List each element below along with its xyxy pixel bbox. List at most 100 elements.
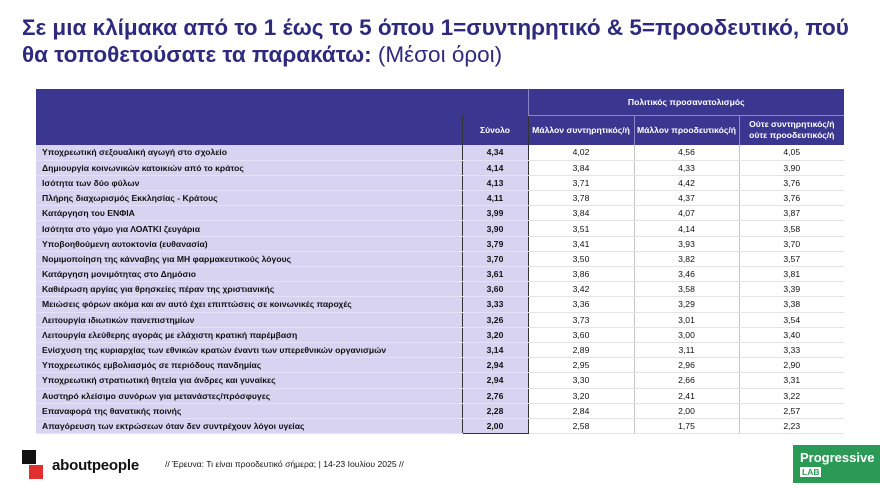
cell-progressive: 3,00 [633, 327, 739, 343]
header-blank-total [462, 89, 528, 115]
cell-neither: 3,22 [738, 388, 845, 404]
column-header-conservative: Μάλλον συντηρητικός/ή [527, 115, 634, 145]
cell-neither: 3,39 [738, 281, 845, 298]
cell-conservative: 3,20 [527, 388, 634, 404]
row-label: Κατάργηση του ΕΝΦΙΑ [36, 205, 462, 222]
cell-progressive: 4,07 [633, 205, 739, 222]
results-table: Πολιτικός προσανατολισμός Σύνολο Μάλλον … [36, 89, 845, 435]
progressive-lab-logo: Progressive LAB [793, 445, 880, 483]
cell-progressive: 4,14 [633, 220, 739, 237]
aboutpeople-logo-text: aboutpeople [52, 457, 139, 474]
cell-conservative: 3,36 [527, 296, 634, 313]
cell-progressive: 3,58 [633, 281, 739, 298]
cell-total: 4,34 [461, 145, 529, 161]
row-label: Επαναφορά της θανατικής ποινής [36, 403, 462, 419]
cell-neither: 2,23 [738, 418, 845, 435]
cell-neither: 3,31 [738, 372, 845, 389]
row-label: Αυστηρό κλείσιμο συνόρων για μετανάστες/… [36, 388, 462, 404]
table-row: Νομιμοποίηση της κάνναβης για ΜΗ φαρμακε… [36, 251, 845, 268]
row-label: Ισότητα των δύο φύλων [36, 175, 462, 192]
results-table-container: Πολιτικός προσανατολισμός Σύνολο Μάλλον … [36, 89, 845, 435]
cell-neither: 3,87 [738, 205, 845, 222]
row-label: Καθιέρωση αργίας για θρησκείες πέραν της… [36, 281, 462, 298]
cell-progressive: 1,75 [633, 418, 739, 435]
row-label: Υποχρεωτικός εμβολιασμός σε περιόδους πα… [36, 357, 462, 374]
row-label: Υποβοηθούμενη αυτοκτονία (ευθανασία) [36, 236, 462, 252]
cell-conservative: 3,60 [527, 327, 634, 343]
table-column-header-row: Σύνολο Μάλλον συντηρητικός/ή Μάλλον προο… [36, 115, 845, 145]
cell-neither: 3,57 [738, 251, 845, 268]
table-row: Καθιέρωση αργίας για θρησκείες πέραν της… [36, 281, 845, 298]
table-row: Υποβοηθούμενη αυτοκτονία (ευθανασία) 3,79… [36, 236, 845, 252]
cell-total: 3,20 [461, 327, 529, 343]
table-row: Ισότητα των δύο φύλων 4,13 3,71 4,42 3,76 [36, 175, 845, 192]
cell-neither: 4,05 [738, 145, 845, 161]
table-row: Επαναφορά της θανατικής ποινής 2,28 2,84 2,… [36, 403, 845, 419]
header-label-blank [36, 115, 462, 145]
cell-progressive: 4,56 [633, 145, 739, 161]
cell-total: 4,14 [461, 160, 529, 176]
cell-progressive: 3,29 [633, 296, 739, 313]
header-blank [36, 89, 462, 115]
cell-progressive: 4,33 [633, 160, 739, 176]
cell-total: 4,13 [461, 175, 529, 192]
cell-total: 2,00 [461, 418, 529, 435]
table-row: Αυστηρό κλείσιμο συνόρων για μετανάστες/… [36, 388, 845, 404]
cell-progressive: 2,96 [633, 357, 739, 374]
table-row: Υποχρεωτικός εμβολιασμός σε περιόδους πα… [36, 357, 845, 374]
cell-total: 3,61 [461, 266, 529, 283]
cell-neither: 3,81 [738, 266, 845, 283]
row-label: Ενίσχυση της κυριαρχίας των εθνικών κρατ… [36, 342, 462, 359]
table-row: Απαγόρευση των εκτρώσεων όταν δεν συντρέ… [36, 418, 845, 435]
row-label: Νομιμοποίηση της κάνναβης για ΜΗ φαρμακε… [36, 251, 462, 268]
table-row: Μειώσεις φόρων ακόμα και αν αυτό έχει επ… [36, 296, 845, 313]
table-row: Υποχρεωτική στρατιωτική θητεία για άνδρε… [36, 372, 845, 389]
cell-neither: 3,40 [738, 327, 845, 343]
cell-conservative: 3,50 [527, 251, 634, 268]
row-label: Μειώσεις φόρων ακόμα και αν αυτό έχει επ… [36, 296, 462, 313]
cell-neither: 3,90 [738, 160, 845, 176]
cell-conservative: 3,51 [527, 220, 634, 237]
progressive-lab-logo-line2: LAB [800, 467, 822, 477]
row-label: Ισότητα στο γάμο για ΛΟΑΤΚΙ ζευγάρια [36, 220, 462, 237]
row-label: Πλήρης διαχωρισμός Εκκλησίας - Κράτους [36, 190, 462, 207]
row-label: Λειτουργία ελεύθερης αγοράς με ελάχιστη … [36, 327, 462, 343]
cell-total: 2,94 [461, 372, 529, 389]
cell-conservative: 3,86 [527, 266, 634, 283]
table-row: Πλήρης διαχωρισμός Εκκλησίας - Κράτους 4,… [36, 190, 845, 207]
cell-progressive: 3,01 [633, 312, 739, 328]
cell-neither: 3,76 [738, 190, 845, 207]
cell-conservative: 2,89 [527, 342, 634, 359]
cell-progressive: 3,93 [633, 236, 739, 252]
cell-neither: 3,76 [738, 175, 845, 192]
cell-total: 3,90 [461, 220, 529, 237]
cell-conservative: 3,78 [527, 190, 634, 207]
column-header-total: Σύνολο [461, 115, 529, 145]
table-row: Κατάργηση μονιμότητας στο Δημόσιο 3,61 3,8… [36, 266, 845, 283]
cell-total: 3,33 [461, 296, 529, 313]
cell-neither: 2,90 [738, 357, 845, 374]
cell-conservative: 3,41 [527, 236, 634, 252]
row-label: Υποχρεωτική στρατιωτική θητεία για άνδρε… [36, 372, 462, 389]
table-row: Ισότητα στο γάμο για ΛΟΑΤΚΙ ζευγάρια 3,90… [36, 220, 845, 237]
cell-total: 3,26 [461, 312, 529, 328]
row-label: Απαγόρευση των εκτρώσεων όταν δεν συντρέ… [36, 418, 462, 435]
cell-progressive: 3,11 [633, 342, 739, 359]
row-label: Κατάργηση μονιμότητας στο Δημόσιο [36, 266, 462, 283]
cell-total: 3,14 [461, 342, 529, 359]
cell-conservative: 3,42 [527, 281, 634, 298]
cell-neither: 3,58 [738, 220, 845, 237]
cell-neither: 2,57 [738, 403, 845, 419]
cell-conservative: 2,58 [527, 418, 634, 435]
cell-total: 2,76 [461, 388, 529, 404]
aboutpeople-logo: aboutpeople [22, 448, 147, 482]
cell-progressive: 3,46 [633, 266, 739, 283]
table-row: Δημιουργία κοινωνικών κατοικιών από το κ… [36, 160, 845, 176]
title-main: Σε μια κλίμακα από το 1 έως το 5 όπου 1=… [22, 15, 849, 67]
row-label: Δημιουργία κοινωνικών κατοικιών από το κ… [36, 160, 462, 176]
cell-progressive: 2,00 [633, 403, 739, 419]
cell-total: 3,60 [461, 281, 529, 298]
table-row: Κατάργηση του ΕΝΦΙΑ 3,99 3,84 4,07 3,87 [36, 205, 845, 222]
cell-progressive: 2,41 [633, 388, 739, 404]
cell-neither: 3,70 [738, 236, 845, 252]
